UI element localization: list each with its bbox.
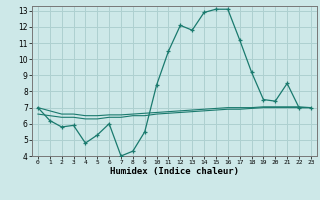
X-axis label: Humidex (Indice chaleur): Humidex (Indice chaleur) xyxy=(110,167,239,176)
